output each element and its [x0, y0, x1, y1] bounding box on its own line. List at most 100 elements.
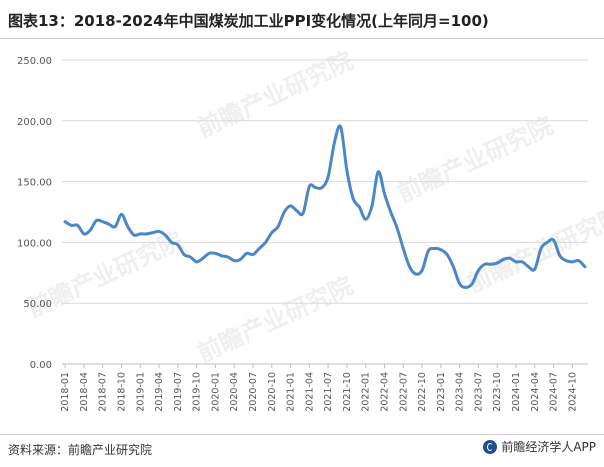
brand-logo-icon: [483, 439, 498, 454]
data-point: [401, 247, 405, 250]
data-point: [270, 231, 274, 235]
data-point: [558, 254, 562, 258]
data-point: [539, 247, 543, 250]
data-point: [445, 253, 449, 256]
data-point: [533, 267, 537, 271]
data-point: [101, 220, 105, 224]
line-chart: 0.00 50.00 100.00 150.00 200.00 250.00 2018-0…: [17, 56, 588, 412]
x-tick-label: 2018-07: [98, 372, 109, 412]
data-point: [420, 268, 424, 272]
y-tick-label: 50.00: [23, 299, 52, 310]
data-point: [370, 204, 374, 208]
chart-title: 图表13：2018-2024年中国煤炭加工业PPI变化情况(上年同月=100): [8, 12, 489, 30]
data-point: [426, 249, 430, 253]
x-tick-label: 2024-07: [549, 372, 560, 412]
data-point: [82, 232, 86, 236]
x-tick-label: 2021-10: [342, 372, 353, 412]
data-point: [527, 265, 530, 269]
data-point: [76, 223, 80, 227]
x-tick-label: 2020-10: [267, 372, 278, 412]
data-point: [470, 282, 474, 286]
series-line: [63, 124, 587, 289]
data-point: [439, 248, 443, 252]
y-tick-label: 200.00: [17, 117, 52, 128]
data-point: [214, 251, 217, 255]
x-tick-label: 2022-04: [379, 372, 390, 412]
data-point: [383, 192, 386, 196]
x-tick-label: 2024-04: [530, 372, 541, 412]
source-note: 资料来源：前瞻产业研究院: [8, 443, 153, 457]
data-point: [151, 231, 155, 235]
data-point: [564, 259, 568, 263]
data-point: [195, 260, 199, 264]
y-tick-label: 250.00: [17, 56, 52, 67]
x-tick-label: 2019-04: [154, 372, 165, 412]
data-point: [577, 259, 581, 263]
x-tick-label: 2019-01: [135, 372, 146, 412]
data-point: [295, 209, 299, 213]
data-point: [170, 241, 173, 244]
x-tick-label: 2019-07: [173, 372, 184, 412]
data-point: [320, 186, 324, 190]
data-point: [570, 260, 574, 264]
data-point: [545, 241, 549, 244]
data-point: [88, 228, 92, 232]
x-tick-label: 2024-01: [511, 372, 522, 412]
data-point: [69, 223, 73, 227]
data-point: [326, 175, 330, 179]
footer-divider: [0, 434, 604, 435]
data-point: [207, 251, 211, 255]
data-point: [345, 169, 349, 173]
y-axis-ticks: 0.00 50.00 100.00 150.00 200.00 250.00: [17, 56, 52, 371]
data-point: [113, 225, 117, 228]
data-point: [63, 220, 67, 224]
data-point: [408, 265, 411, 269]
brand-name: 前瞻经济学人APP: [501, 440, 596, 454]
title-divider: [0, 38, 604, 39]
x-tick-label: 2020-07: [248, 372, 259, 412]
data-point: [157, 230, 161, 233]
x-tick-label: 2024-10: [567, 372, 578, 412]
data-point: [332, 141, 336, 145]
data-point: [232, 259, 236, 263]
data-point: [264, 241, 267, 244]
data-point: [395, 226, 399, 230]
x-tick-label: 2018-10: [116, 372, 127, 412]
data-point: [301, 211, 305, 215]
data-point: [464, 285, 468, 289]
y-tick-label: 150.00: [17, 178, 52, 189]
data-point: [201, 256, 205, 260]
data-point: [120, 213, 123, 216]
data-point: [520, 260, 524, 264]
data-point: [220, 254, 224, 258]
data-point: [351, 197, 355, 201]
x-tick-label: 2022-01: [361, 372, 372, 412]
data-point: [307, 185, 311, 188]
data-point: [145, 232, 148, 236]
data-point: [477, 268, 480, 272]
data-point: [489, 262, 493, 266]
data-point: [276, 225, 280, 228]
data-point: [138, 232, 142, 236]
x-tick-label: 2018-04: [79, 372, 90, 412]
brand-credit: 前瞻经济学人APP: [483, 438, 596, 455]
data-point: [514, 260, 518, 264]
x-tick-label: 2019-10: [192, 372, 203, 412]
x-tick-label: 2020-01: [210, 372, 221, 412]
data-point: [458, 282, 462, 286]
data-point: [364, 217, 368, 221]
data-point: [314, 186, 318, 190]
x-tick-label: 2023-07: [473, 372, 484, 412]
data-point: [552, 238, 555, 242]
data-point: [358, 205, 361, 209]
data-point: [226, 255, 230, 259]
grid-lines: [62, 59, 588, 365]
data-point: [107, 222, 111, 226]
data-point: [508, 256, 512, 260]
x-tick-label: 2023-01: [436, 372, 447, 412]
x-tick-label: 2023-10: [492, 372, 503, 412]
y-tick-label: 100.00: [17, 238, 52, 249]
x-tick-label: 2022-07: [398, 372, 409, 412]
data-point: [289, 204, 292, 208]
data-point: [483, 262, 487, 266]
